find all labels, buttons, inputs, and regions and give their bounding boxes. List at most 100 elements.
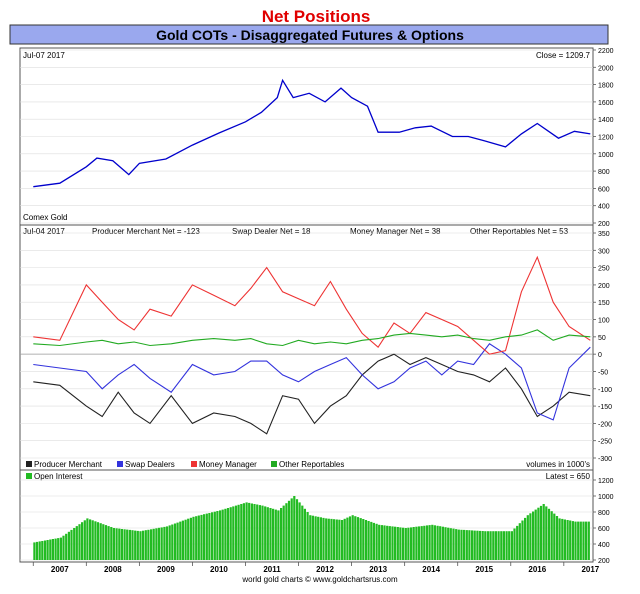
net-y-tick-label: 150 bbox=[598, 300, 610, 307]
oi-bar bbox=[449, 528, 452, 560]
oi-bar bbox=[425, 525, 429, 560]
net-y-tick-label: 350 bbox=[598, 231, 610, 238]
net-y-tick-label: 0 bbox=[598, 352, 602, 359]
net-y-tick-label: -50 bbox=[598, 369, 608, 376]
oi-bar bbox=[160, 527, 163, 560]
net-date-label: Jul-04 2017 bbox=[23, 227, 65, 236]
oi-bar bbox=[142, 530, 145, 560]
oi-bar bbox=[587, 521, 590, 560]
x-axis: 2007 2008 2009 2010 2011 2012 2013 2014 2015 2016… bbox=[32, 562, 600, 574]
oi-bar bbox=[240, 504, 243, 560]
oi-bar bbox=[579, 521, 582, 560]
oi-bar bbox=[348, 516, 352, 560]
legend-swatch-oi bbox=[26, 473, 32, 479]
oi-bar bbox=[173, 523, 177, 560]
oi-bar bbox=[476, 530, 479, 560]
oi-bar bbox=[287, 500, 291, 560]
oi-bar bbox=[94, 521, 97, 560]
oi-bar bbox=[57, 538, 60, 560]
oi-bar bbox=[417, 526, 421, 560]
oi-bar bbox=[428, 525, 431, 560]
oi-bar bbox=[168, 525, 171, 560]
oi-bar bbox=[319, 517, 322, 560]
oi-bar bbox=[465, 530, 468, 560]
oi-bar bbox=[274, 509, 277, 560]
legend-swatch-other bbox=[271, 461, 277, 467]
gold-y-tick-label: 1600 bbox=[598, 100, 614, 107]
oi-bar bbox=[152, 528, 155, 560]
oi-bar bbox=[250, 503, 253, 560]
oi-bar bbox=[211, 512, 214, 560]
oi-bar bbox=[258, 505, 261, 560]
oi-bar bbox=[226, 508, 230, 560]
oi-bar bbox=[123, 529, 126, 560]
x-tick-label: 2013 bbox=[369, 565, 387, 574]
oi-bar bbox=[163, 526, 166, 560]
net-positions-panel: Jul-04 2017 Producer Merchant Net = -123… bbox=[19, 224, 612, 471]
oi-bar bbox=[513, 528, 516, 560]
oi-bar bbox=[502, 531, 505, 560]
oi-latest-readout: Latest = 650 bbox=[546, 472, 591, 481]
oi-bar bbox=[43, 540, 47, 560]
legend-swatch-producer bbox=[26, 461, 32, 467]
oi-bar bbox=[372, 522, 375, 560]
legend-swatch-swap bbox=[117, 461, 123, 467]
oi-bar bbox=[33, 542, 36, 560]
oi-bar bbox=[330, 518, 333, 560]
oi-bar bbox=[35, 541, 39, 560]
oi-bar bbox=[484, 531, 487, 560]
oi-bar bbox=[213, 511, 216, 560]
oi-bar bbox=[266, 507, 269, 560]
oi-bar bbox=[144, 530, 147, 560]
oi-bar bbox=[402, 527, 405, 560]
oi-bar bbox=[264, 506, 267, 560]
oi-bar bbox=[41, 541, 44, 560]
oi-bar bbox=[351, 515, 354, 560]
oi-bar bbox=[73, 528, 76, 560]
oi-y-tick-label: 1200 bbox=[598, 478, 614, 485]
oi-bar bbox=[115, 528, 118, 560]
oi-bar bbox=[471, 530, 474, 560]
oi-bar bbox=[272, 508, 275, 560]
oi-bar bbox=[516, 525, 519, 560]
oi-bar bbox=[203, 514, 206, 560]
x-tick-label: 2017 bbox=[581, 565, 599, 574]
oi-bar bbox=[314, 516, 317, 560]
oi-bar bbox=[508, 531, 511, 560]
oi-bar bbox=[455, 529, 458, 560]
oi-bar bbox=[290, 498, 293, 560]
oi-bar bbox=[303, 508, 306, 560]
oi-label: Open Interest bbox=[34, 472, 83, 481]
oi-bar bbox=[96, 522, 100, 560]
oi-bar bbox=[134, 530, 137, 560]
oi-bar bbox=[65, 533, 68, 560]
gold-close-readout: Close = 1209.7 bbox=[536, 51, 591, 60]
oi-bar bbox=[70, 529, 73, 560]
oi-bar bbox=[242, 503, 245, 560]
oi-bar bbox=[86, 518, 89, 560]
oi-bar bbox=[81, 522, 84, 560]
oi-bar bbox=[410, 527, 413, 560]
oi-bar bbox=[404, 528, 407, 560]
oi-bar bbox=[269, 508, 272, 560]
title-band bbox=[9, 24, 609, 45]
oi-bar bbox=[200, 514, 203, 560]
oi-bar bbox=[423, 525, 426, 560]
oi-bar bbox=[452, 528, 455, 560]
oi-bar bbox=[306, 512, 309, 560]
oi-bar bbox=[412, 527, 415, 560]
legend-money: Money Manager bbox=[199, 460, 257, 469]
net-y-tick-label: 300 bbox=[598, 248, 610, 255]
oi-bar bbox=[245, 502, 248, 560]
oi-bar bbox=[420, 526, 423, 560]
open-interest-panel: Open Interest Latest = 650 200 400 600 800 1… bbox=[19, 469, 614, 565]
oi-bar bbox=[566, 520, 569, 560]
oi-bar bbox=[441, 526, 444, 560]
oi-bar bbox=[547, 508, 551, 560]
oi-bar bbox=[486, 531, 490, 560]
gold-y-tick-label: 1200 bbox=[598, 135, 614, 142]
oi-bar bbox=[364, 520, 368, 560]
footer-credit: world gold charts © www.goldchartsrus.co… bbox=[241, 575, 398, 584]
oi-bar bbox=[277, 510, 280, 560]
